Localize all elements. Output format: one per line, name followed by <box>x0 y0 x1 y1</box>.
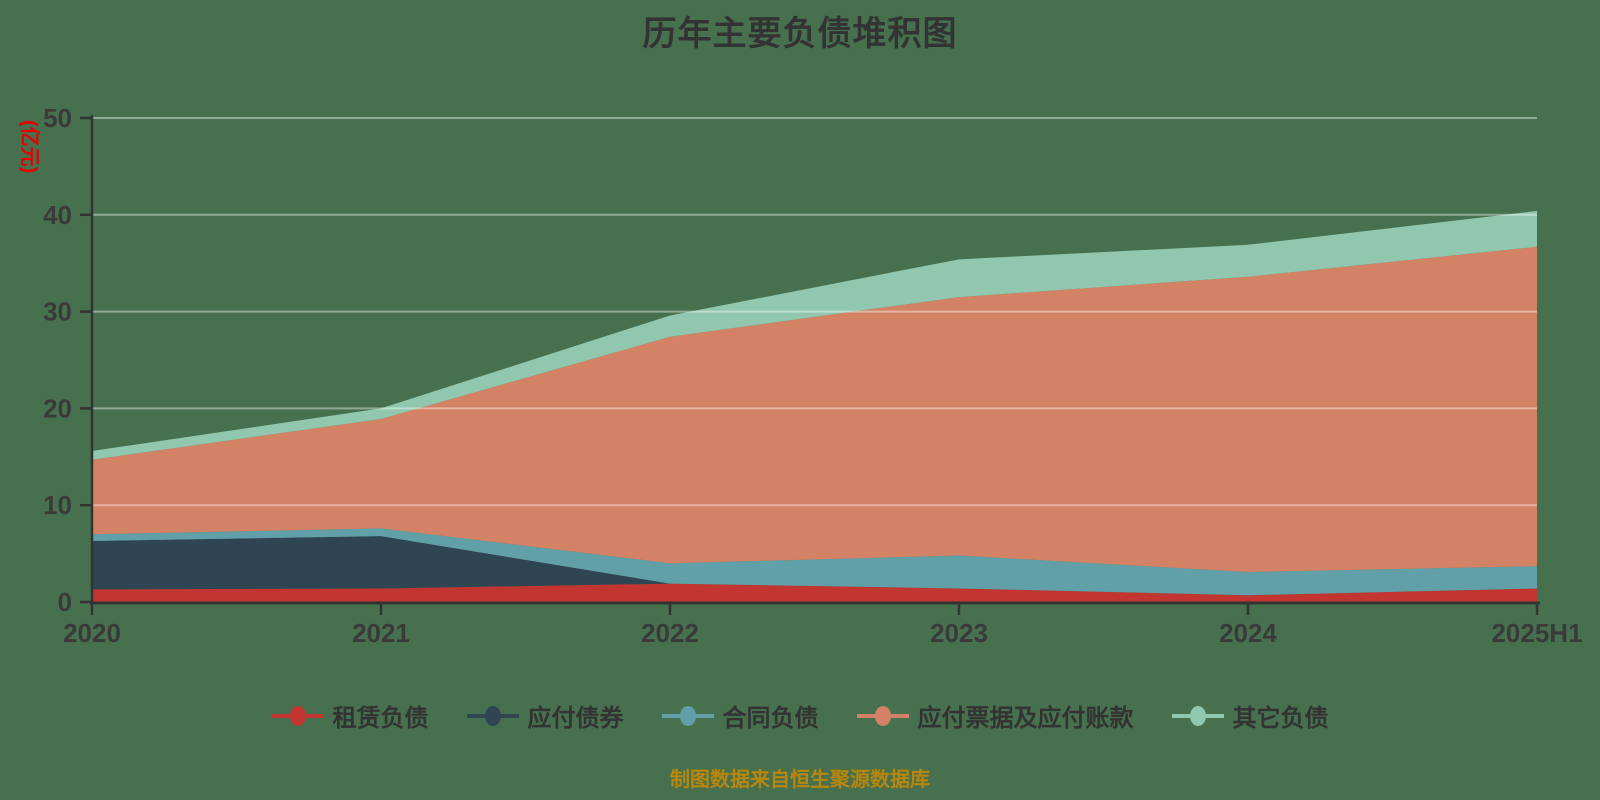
data-source-footer: 制图数据来自恒生聚源数据库 <box>670 769 930 791</box>
x-tick-label-2023: 2023 <box>930 618 988 648</box>
area-series-2 <box>92 528 1537 596</box>
legend-label: 应付票据及应付账款 <box>917 705 1134 732</box>
y-tick-label-10: 10 <box>43 490 72 520</box>
chart-legend: 租赁负债 应付债券 合同负债 应付票据及应付账款 其它负债 <box>0 698 1600 733</box>
legend-line-dot-icon <box>271 705 324 727</box>
area-series-1 <box>92 536 1537 596</box>
x-tick-label-2024: 2024 <box>1219 618 1277 648</box>
legend-label: 租赁负债 <box>332 705 429 732</box>
y-tick-label-0: 0 <box>58 587 72 617</box>
legend-item-4[interactable]: 其它负债 <box>1171 698 1329 733</box>
x-tick-label-2025H1: 2025H1 <box>1491 618 1582 648</box>
x-tick-label-2021: 2021 <box>352 618 410 648</box>
legend-marker-dot <box>289 705 306 726</box>
legend-marker-dot <box>679 705 696 726</box>
y-tick-label-30: 30 <box>43 297 72 327</box>
legend-label: 应付债券 <box>527 705 624 732</box>
x-tick-label-2020: 2020 <box>63 618 121 648</box>
y-tick-label-20: 20 <box>43 393 72 423</box>
legend-marker-dot <box>484 705 501 726</box>
area-series-3 <box>92 246 1537 572</box>
legend-label: 其它负债 <box>1232 705 1329 732</box>
y-tick-label-40: 40 <box>43 200 72 230</box>
area-series-0 <box>92 583 1537 602</box>
legend-marker-dot <box>874 705 891 726</box>
legend-label: 合同负债 <box>722 705 819 732</box>
chart-title: 历年主要负债堆积图 <box>642 15 958 53</box>
legend-item-2[interactable]: 合同负债 <box>661 698 819 733</box>
legend-line-dot-icon <box>1171 705 1224 727</box>
legend-line-dot-icon <box>661 705 714 727</box>
legend-line-dot-icon <box>856 705 909 727</box>
area-series-4 <box>92 210 1537 460</box>
legend-line-dot-icon <box>466 705 519 727</box>
legend-item-0[interactable]: 租赁负债 <box>271 698 429 733</box>
legend-item-1[interactable]: 应付债券 <box>466 698 624 733</box>
legend-marker-dot <box>1189 705 1206 726</box>
y-tick-label-50: 50 <box>43 103 72 133</box>
x-tick-label-2022: 2022 <box>641 618 699 648</box>
legend-item-3[interactable]: 应付票据及应付账款 <box>856 698 1134 733</box>
